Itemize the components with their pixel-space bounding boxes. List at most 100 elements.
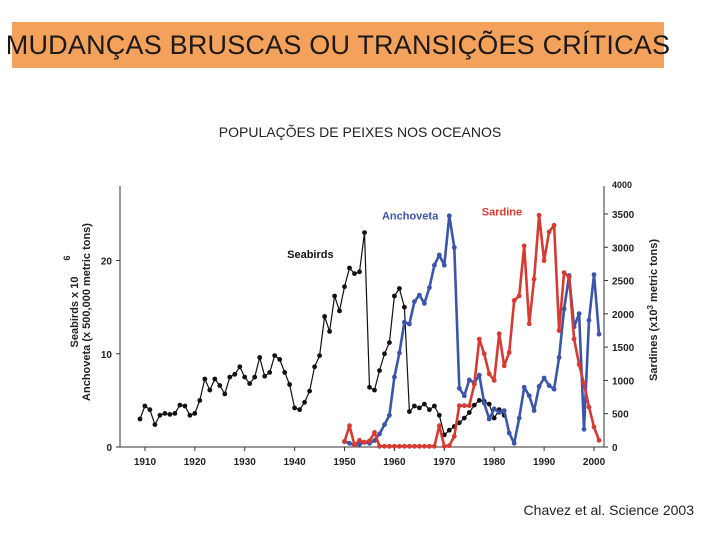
anchoveta-point [516, 415, 522, 421]
sardine-point [417, 443, 422, 449]
sardine-point [566, 274, 572, 280]
anchoveta-point [596, 331, 602, 337]
anchoveta-point [511, 440, 517, 446]
anchoveta-point [466, 377, 472, 383]
anchoveta-point [456, 385, 462, 391]
seabirds-point [461, 415, 467, 421]
sardine-point [461, 403, 467, 409]
sardine-point [496, 331, 502, 337]
seabirds-point [137, 416, 143, 422]
seabirds-point [387, 340, 392, 345]
seabirds-point [327, 329, 332, 334]
sardine-point [586, 404, 592, 410]
sardine-point [377, 443, 382, 449]
seabirds-point [367, 384, 372, 390]
seabirds-point [272, 353, 278, 358]
right-tick-label: 500 [612, 410, 629, 421]
seabirds-point [427, 407, 432, 413]
sardine-point [446, 443, 452, 449]
sardine-point [526, 321, 532, 327]
anchoveta-point [561, 306, 567, 312]
seabirds-point [192, 411, 198, 416]
slide-title-bar: MUDANÇAS BRUSCAS OU TRANSIÇÕES CRÍTICAS [6, 22, 670, 68]
anchoveta-point [476, 372, 482, 378]
sardine-point [407, 443, 412, 449]
seabirds-point [307, 388, 312, 394]
seabirds-point [322, 314, 327, 319]
slide-title: MUDANÇAS BRUSCAS OU TRANSIÇÕES CRÍTICAS [5, 29, 671, 60]
seabirds-point [407, 409, 412, 414]
sardine-point [596, 437, 602, 443]
anchoveta-point [436, 252, 442, 258]
seabirds-point [466, 410, 472, 415]
seabirds-point [287, 382, 292, 387]
sardine-point [581, 381, 587, 387]
seabirds-point [337, 308, 342, 314]
right-tick-label: 1500 [612, 343, 635, 354]
sardine-point [342, 439, 347, 445]
anchoveta-line [344, 214, 601, 447]
left-axis-title-line1: Seabirds x 10 [69, 277, 81, 348]
anchoveta-point [541, 375, 547, 381]
seabirds-point [142, 403, 148, 409]
sardine-point [412, 443, 417, 449]
sardine-point [357, 437, 362, 443]
seabirds-point [167, 412, 173, 417]
sardine-point [531, 276, 537, 282]
seabirds-point [372, 387, 377, 393]
sardine-point [546, 229, 552, 235]
seabirds-point [486, 401, 492, 407]
seabirds-point [422, 401, 427, 407]
sardine-point [427, 443, 432, 449]
right-axis-title-main: Sardines (x10 [648, 309, 660, 381]
seabirds-point [476, 398, 482, 403]
right-tick-label: 2000 [612, 310, 635, 321]
seabirds-point [157, 412, 163, 418]
sardine-point [397, 443, 402, 449]
anchoveta-point [491, 406, 497, 412]
sardine-point [591, 424, 597, 430]
seabirds-point [392, 293, 397, 299]
anchoveta-point [521, 384, 527, 390]
anchoveta-point [486, 416, 492, 422]
sardine-point [441, 443, 447, 449]
left-axis-superscript: 6 [62, 255, 72, 260]
seabirds-point [232, 371, 238, 377]
seabirds-point [147, 407, 153, 413]
seabirds-point [252, 374, 258, 380]
right-axis-title: Sardines (x103 metric tons) [646, 239, 660, 381]
seabirds-point [362, 230, 367, 236]
seabirds-point [207, 387, 213, 393]
seabirds-point [152, 422, 158, 427]
x-tick-label: 1990 [533, 457, 556, 468]
x-tick-label: 1910 [134, 457, 157, 468]
seabirds-point [352, 271, 357, 276]
anchoveta-point [526, 393, 532, 399]
sardine-point [372, 430, 377, 435]
seabirds-point [242, 374, 248, 380]
left-axis-title-line2: Anchoveta (x 500,000 metric tons) [81, 223, 93, 401]
sardine-point [451, 433, 457, 439]
seabirds-point [357, 269, 362, 275]
seabirds-point [446, 427, 452, 433]
seabirds-point [412, 403, 417, 409]
sardine-point [347, 423, 352, 429]
sardine-point [352, 442, 357, 448]
seabirds-point [456, 420, 462, 426]
sardine-point [402, 443, 407, 449]
sardine-point [516, 293, 522, 299]
anchoveta-point [402, 319, 407, 325]
sardine-point [387, 443, 392, 449]
x-tick-label: 1930 [234, 457, 257, 468]
seabirds-point [436, 412, 442, 418]
sardine-point [491, 378, 497, 383]
anchoveta-point [432, 262, 437, 268]
seabirds-point [402, 304, 407, 310]
right-axis-title-rest: metric tons) [648, 239, 660, 305]
seabirds-point [182, 403, 188, 409]
anchoveta-point [551, 386, 557, 392]
seabirds-point [417, 405, 422, 411]
seabirds-point [212, 376, 218, 382]
x-tick-label: 1950 [333, 457, 356, 468]
